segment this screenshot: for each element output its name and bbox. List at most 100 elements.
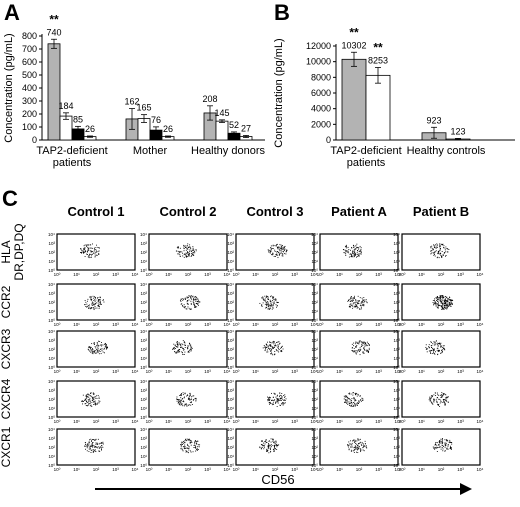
event-dot [187, 395, 189, 396]
event-dot [357, 246, 359, 248]
event-dot [92, 295, 94, 297]
event-dot [188, 452, 189, 454]
event-dot [361, 441, 363, 443]
event-dot [94, 400, 96, 402]
event-dot [276, 252, 278, 254]
event-dot [98, 247, 100, 249]
x-tick-label: 10¹ [418, 322, 425, 327]
event-dot [97, 297, 99, 298]
event-dot [364, 299, 366, 301]
event-dot [101, 350, 103, 352]
event-dot [444, 403, 446, 405]
event-dot [282, 250, 284, 252]
event-dot [443, 392, 445, 394]
event-dot [92, 401, 94, 403]
event-dot [185, 298, 186, 300]
y-tick-label: 100 [22, 122, 37, 132]
event-dot [179, 400, 181, 402]
event-dot [86, 395, 87, 397]
event-dot [353, 297, 355, 299]
event-dot [433, 394, 435, 396]
event-dot [270, 245, 272, 247]
event-dot [87, 248, 89, 250]
panel-c-flow-grid: Control 1 Control 2 Control 3 Patient A Pati… [0, 204, 484, 495]
event-dot [343, 252, 345, 254]
event-dot [440, 295, 442, 297]
event-dot [354, 306, 356, 308]
y-tick-label: 10⁰ [393, 318, 400, 323]
event-dot [180, 444, 182, 446]
event-dot [352, 440, 354, 442]
event-dot [433, 447, 435, 449]
panel-a-bar-chart: Concentration (pg/mL) 0100200300400500600… [3, 12, 265, 169]
x-tick-label: 10² [438, 272, 445, 277]
y-tick-label: 10⁴ [393, 232, 400, 237]
event-dot [366, 302, 368, 304]
event-dot [359, 308, 361, 310]
y-tick-label: 10² [227, 250, 234, 255]
x-tick-label: 10² [356, 369, 363, 374]
event-dot [444, 305, 446, 307]
event-dot [177, 344, 179, 346]
event-dot [355, 253, 356, 255]
event-dot [436, 451, 438, 452]
event-dot [438, 345, 439, 347]
event-dot [273, 298, 275, 300]
y-tick-label: 10³ [48, 436, 55, 441]
event-dot [188, 398, 190, 400]
event-dot [94, 403, 96, 405]
event-dot [82, 394, 84, 396]
event-dot [98, 396, 100, 398]
event-dot [93, 449, 95, 451]
event-dot [448, 298, 450, 300]
x-tick-label: 10² [356, 272, 363, 277]
event-dot [270, 438, 272, 440]
event-dot [89, 247, 91, 249]
event-dot [353, 350, 355, 352]
event-dot [93, 401, 95, 403]
y-tick-label: 10² [227, 397, 234, 402]
event-dot [270, 397, 271, 399]
event-dot [432, 299, 434, 301]
event-dot [345, 400, 347, 402]
event-dot [179, 351, 181, 353]
event-dot [359, 401, 361, 403]
event-dot [94, 303, 96, 305]
event-dot [356, 341, 358, 343]
y-tick-label: 10² [393, 347, 400, 352]
event-dot [438, 305, 440, 307]
event-dot [270, 304, 272, 305]
event-dot [349, 403, 351, 405]
event-dot [280, 351, 282, 353]
event-dot [347, 300, 349, 302]
event-dot [365, 445, 367, 447]
event-dot [362, 398, 364, 400]
event-dot [281, 403, 283, 405]
event-dot [270, 449, 271, 451]
event-dot [191, 251, 193, 252]
event-dot [365, 344, 367, 346]
event-dot [87, 393, 89, 395]
event-dot [182, 255, 184, 257]
event-dot [179, 343, 181, 345]
event-dot [196, 301, 198, 303]
event-dot [432, 446, 434, 448]
event-dot [437, 253, 439, 255]
event-dot [284, 245, 286, 247]
event-dot [269, 300, 271, 302]
event-dot [268, 397, 270, 399]
event-dot [349, 304, 351, 306]
event-dot [351, 247, 353, 249]
event-dot [351, 256, 352, 258]
event-dot [99, 302, 101, 304]
flow-plot [319, 428, 399, 466]
event-dot [177, 350, 179, 352]
x-tick-label: 10⁰ [399, 419, 406, 424]
event-dot [433, 352, 435, 354]
event-dot [186, 447, 188, 449]
panel-letter-c: C [2, 186, 18, 211]
event-dot [182, 340, 184, 342]
event-dot [187, 346, 189, 348]
event-dot [275, 349, 277, 350]
event-dot [347, 445, 349, 447]
